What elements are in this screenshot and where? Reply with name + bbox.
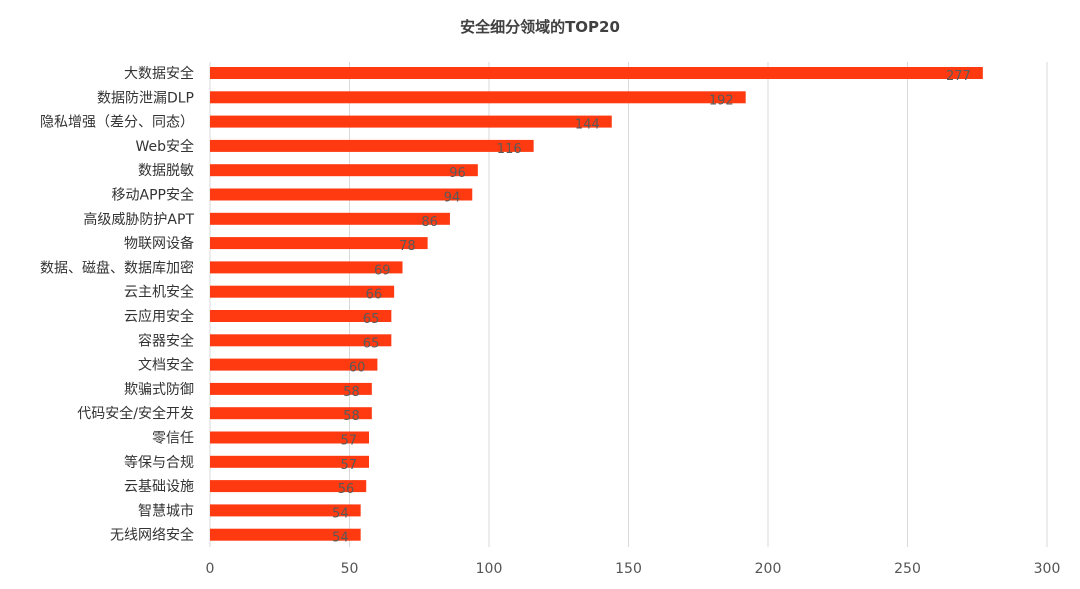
bar [210,480,367,493]
wechat-icon [923,526,956,553]
x-tick-label: 200 [755,561,782,577]
bar [210,431,370,444]
data-label: 277 [946,69,971,84]
x-tick-label: 0 [206,561,215,577]
category-label: 高级威胁防护APT [83,211,194,228]
data-label: 116 [497,142,522,157]
category-label: 云主机安全 [124,284,194,301]
watermark-text: 安全牛 [960,530,1032,558]
data-label: 96 [449,166,466,181]
x-tick-label: 150 [615,561,642,577]
data-label: 58 [343,385,360,400]
data-label: 78 [399,239,416,254]
category-label: 欺骗式防御 [124,382,194,398]
category-label: 代码安全/安全开发 [77,405,194,422]
category-label: 等保与合规 [124,454,194,471]
x-tick-label: 250 [894,561,921,577]
category-label: 文档安全 [138,357,194,374]
bar [210,139,534,152]
data-label: 56 [338,482,355,497]
bar [210,358,378,371]
x-axis-ticks: 0 50 100 150 200 250 300 [206,561,1061,577]
bar [210,91,746,104]
category-label: 容器安全 [138,332,194,349]
category-label: 无线网络安全 [110,527,194,544]
watermark: 安全牛 [923,526,1032,558]
x-tick-label: 50 [341,561,359,577]
data-label: 86 [421,215,438,230]
data-label: 65 [363,312,380,327]
bar [210,310,392,322]
category-label: 数据脱敏 [138,163,194,179]
bar [210,237,428,250]
category-label: 移动APP安全 [112,187,194,204]
bar [210,212,450,225]
x-tick-label: 300 [1034,561,1061,577]
bar [210,67,983,79]
category-label: 零信任 [152,431,194,447]
data-label: 66 [366,288,383,303]
bar [210,334,392,347]
x-tick-label: 100 [476,561,503,577]
data-label: 57 [340,434,357,449]
category-label: 数据防泄漏DLP [97,90,194,106]
category-label: 隐私增强（差分、同态） [40,115,194,131]
bars [210,67,983,541]
bar [210,407,372,420]
bar [210,188,473,201]
category-label: 智慧城市 [138,502,194,519]
category-label: 大数据安全 [124,65,194,82]
data-label: 57 [340,458,357,473]
chart-title: 安全细分领域的TOP20 [460,18,620,36]
bar [210,115,612,128]
data-label: 65 [363,336,380,351]
data-label: 60 [349,361,366,376]
grid-lines [209,62,1048,547]
bar [210,455,370,468]
bar [210,261,403,274]
category-label: 云应用安全 [124,308,194,325]
data-label: 69 [374,263,391,278]
category-label: 云基础设施 [124,478,194,495]
category-label: 数据、磁盘、数据库加密 [40,259,194,276]
data-labels: 277 192 144 116 96 94 86 78 69 66 65 65 60 58 58 57 57 56… [332,69,971,546]
bar [210,504,361,517]
data-label: 54 [332,531,349,546]
bar [210,528,361,541]
bar [210,382,372,395]
bar [210,285,395,298]
bar [210,164,478,177]
data-label: 192 [709,93,734,108]
category-label: Web安全 [135,138,194,155]
data-label: 58 [343,409,360,424]
data-label: 94 [444,191,461,206]
category-label: 物联网设备 [124,235,194,252]
data-label: 144 [575,118,600,133]
data-label: 54 [332,506,349,521]
